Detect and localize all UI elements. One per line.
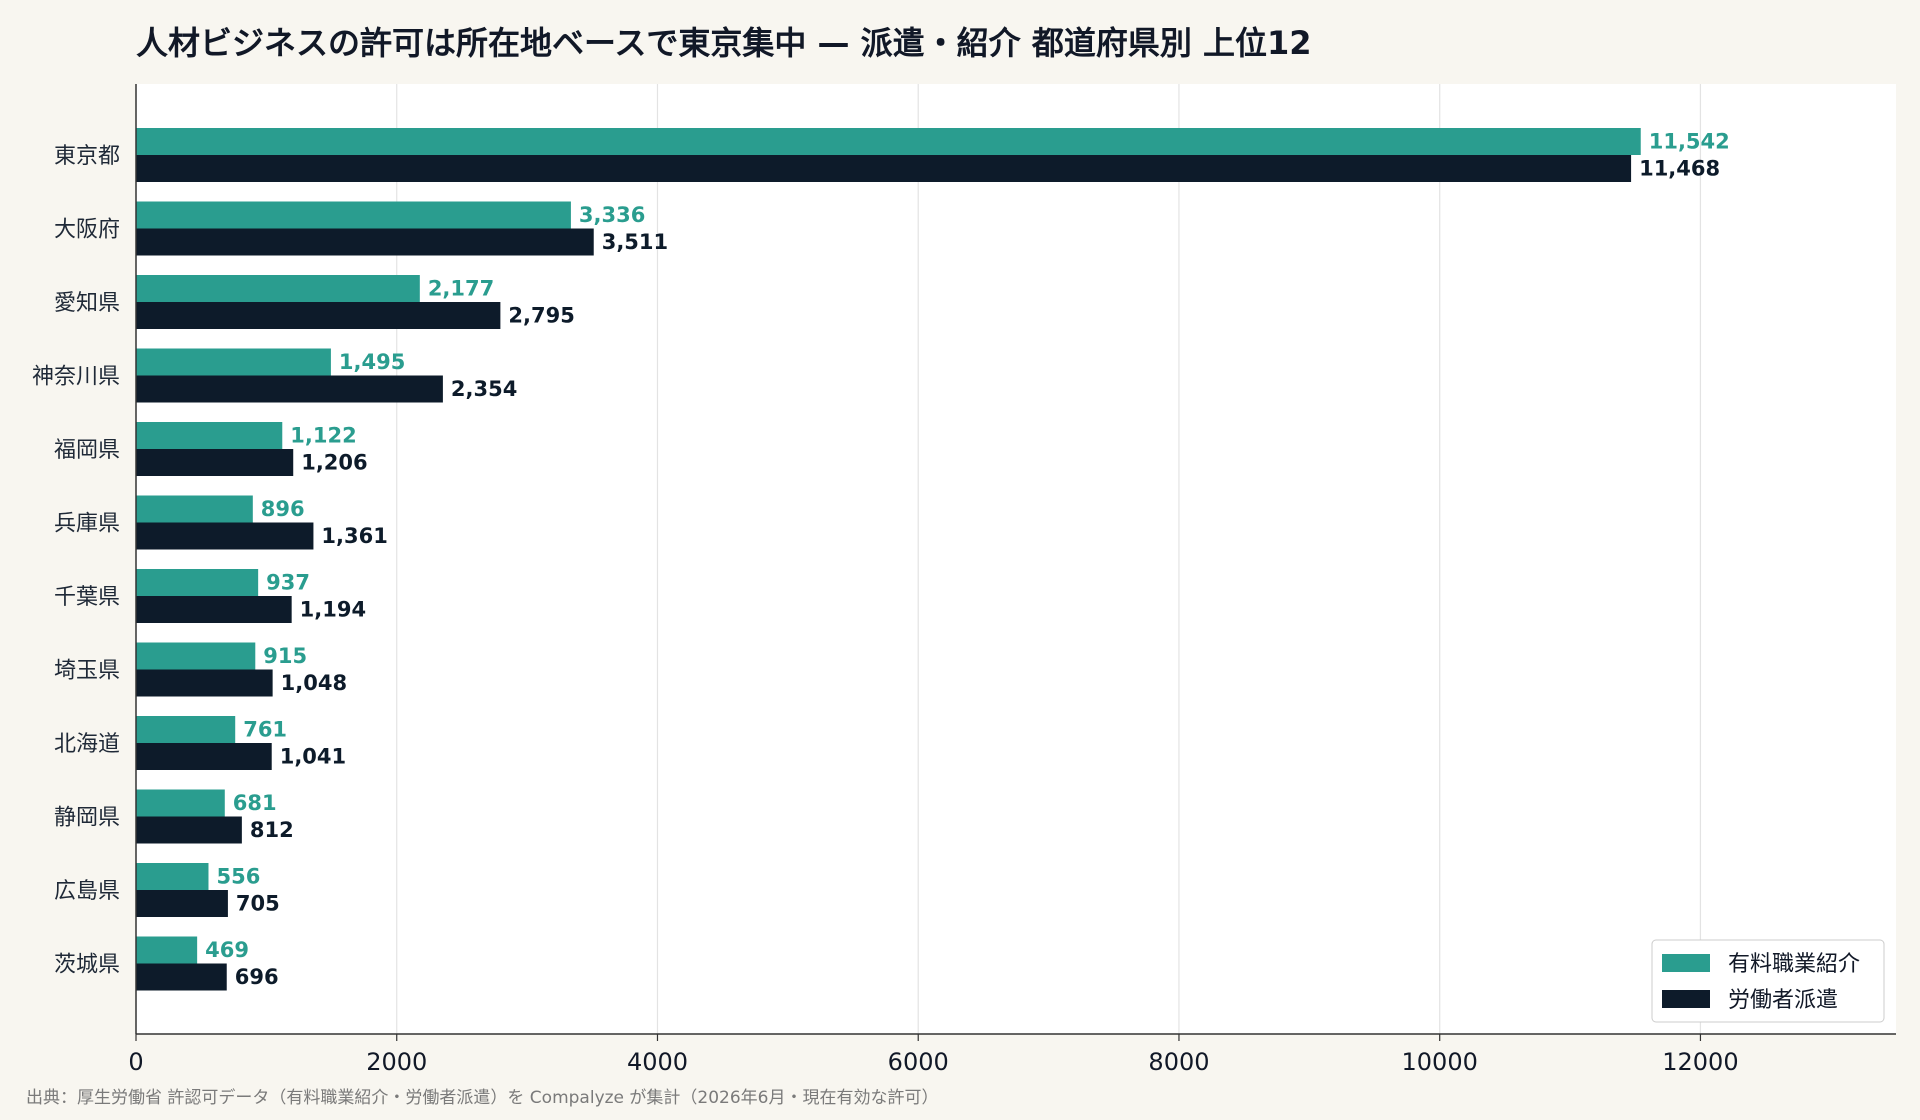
- value-label-series-1: 696: [235, 965, 279, 989]
- value-labels: 11,542 11,468 3,336 3,511 2,177 2,795 1,495 2,3…: [205, 130, 1730, 990]
- x-tick-label: 4000: [627, 1048, 688, 1076]
- value-label-series-0: 915: [263, 644, 307, 668]
- bar-series-0: [136, 863, 209, 890]
- value-label-series-0: 1,495: [339, 350, 405, 374]
- bar-series-0: [136, 275, 420, 302]
- bar-series-1: [136, 596, 292, 623]
- x-tick-label: 0: [128, 1048, 143, 1076]
- category-label: 東京都: [54, 144, 120, 169]
- value-label-series-1: 1,206: [301, 451, 367, 475]
- bar-series-1: [136, 522, 314, 550]
- bar-series-1: [136, 890, 228, 917]
- bar-series-1: [136, 743, 272, 770]
- legend-swatch-series-1: [1662, 990, 1710, 1008]
- value-label-series-0: 896: [261, 497, 305, 521]
- value-label-series-0: 681: [233, 791, 277, 815]
- axes: [135, 84, 1896, 1035]
- bar-series-0: [136, 348, 331, 376]
- bar-series-1: [136, 302, 501, 329]
- bar-series-0: [136, 201, 571, 229]
- bar-series-1: [136, 228, 594, 256]
- chart-title: 人材ビジネスの許可は所在地ベースで東京集中 — 派遣・紹介 都道府県別 上位12: [136, 24, 1312, 62]
- category-label: 静岡県: [54, 806, 120, 831]
- value-label-series-1: 705: [236, 892, 280, 916]
- value-label-series-1: 1,041: [280, 745, 346, 769]
- bar-series-1: [136, 375, 443, 403]
- category-label: 広島県: [54, 879, 120, 904]
- category-label: 大阪府: [54, 218, 120, 243]
- source-note: 出典：厚生労働省 許認可データ（有料職業紹介・労働者派遣）を Compalyze…: [26, 1088, 939, 1108]
- value-label-series-1: 812: [250, 818, 294, 842]
- value-label-series-0: 556: [216, 865, 260, 889]
- bar-series-0: [136, 642, 256, 670]
- bar-series-1: [136, 963, 227, 991]
- legend-label-series-0: 有料職業紹介: [1728, 952, 1860, 977]
- bar-series-0: [136, 495, 253, 523]
- bar-series-1: [136, 816, 242, 844]
- x-tick-label: 12000: [1662, 1048, 1738, 1076]
- value-label-series-0: 1,122: [290, 424, 356, 448]
- bar-series-1: [136, 449, 294, 476]
- category-label: 茨城県: [54, 953, 120, 978]
- value-label-series-0: 469: [205, 938, 249, 962]
- category-label: 兵庫県: [54, 512, 120, 537]
- x-tick-labels: 0 2000 4000 6000 8000 10000 12000: [128, 1034, 1739, 1076]
- legend-swatch-series-0: [1662, 954, 1710, 972]
- legend-label-series-1: 労働者派遣: [1728, 988, 1838, 1013]
- value-label-series-1: 1,361: [321, 524, 387, 548]
- value-label-series-1: 2,795: [508, 304, 574, 328]
- bar-series-0: [136, 789, 225, 817]
- bar-series-0: [136, 936, 198, 964]
- value-label-series-1: 3,511: [602, 230, 668, 254]
- value-label-series-0: 11,542: [1649, 130, 1730, 154]
- bar-series-0: [136, 422, 283, 449]
- category-label: 愛知県: [54, 291, 120, 316]
- value-label-series-0: 2,177: [428, 277, 494, 301]
- value-label-series-1: 11,468: [1639, 157, 1720, 181]
- value-label-series-0: 937: [266, 571, 310, 595]
- bars: [136, 128, 1641, 991]
- value-label-series-0: 3,336: [579, 203, 645, 227]
- value-label-series-1: 1,048: [281, 671, 347, 695]
- value-label-series-1: 1,194: [300, 598, 366, 622]
- category-label: 埼玉県: [54, 659, 120, 684]
- category-label: 神奈川県: [32, 365, 120, 390]
- bar-series-0: [136, 569, 259, 596]
- value-label-series-1: 2,354: [451, 377, 517, 401]
- x-tick-label: 8000: [1148, 1048, 1209, 1076]
- category-label: 千葉県: [54, 585, 120, 610]
- category-label: 北海道: [54, 732, 120, 757]
- bar-series-0: [136, 716, 236, 743]
- bar-series-1: [136, 669, 273, 697]
- bar-series-0: [136, 128, 1641, 155]
- x-tick-label: 10000: [1402, 1048, 1478, 1076]
- legend: 有料職業紹介 労働者派遣: [1651, 939, 1885, 1023]
- x-tick-label: 2000: [366, 1048, 427, 1076]
- bar-series-1: [136, 155, 1632, 182]
- x-tick-label: 6000: [888, 1048, 949, 1076]
- value-label-series-0: 761: [243, 718, 287, 742]
- category-label: 福岡県: [54, 438, 120, 463]
